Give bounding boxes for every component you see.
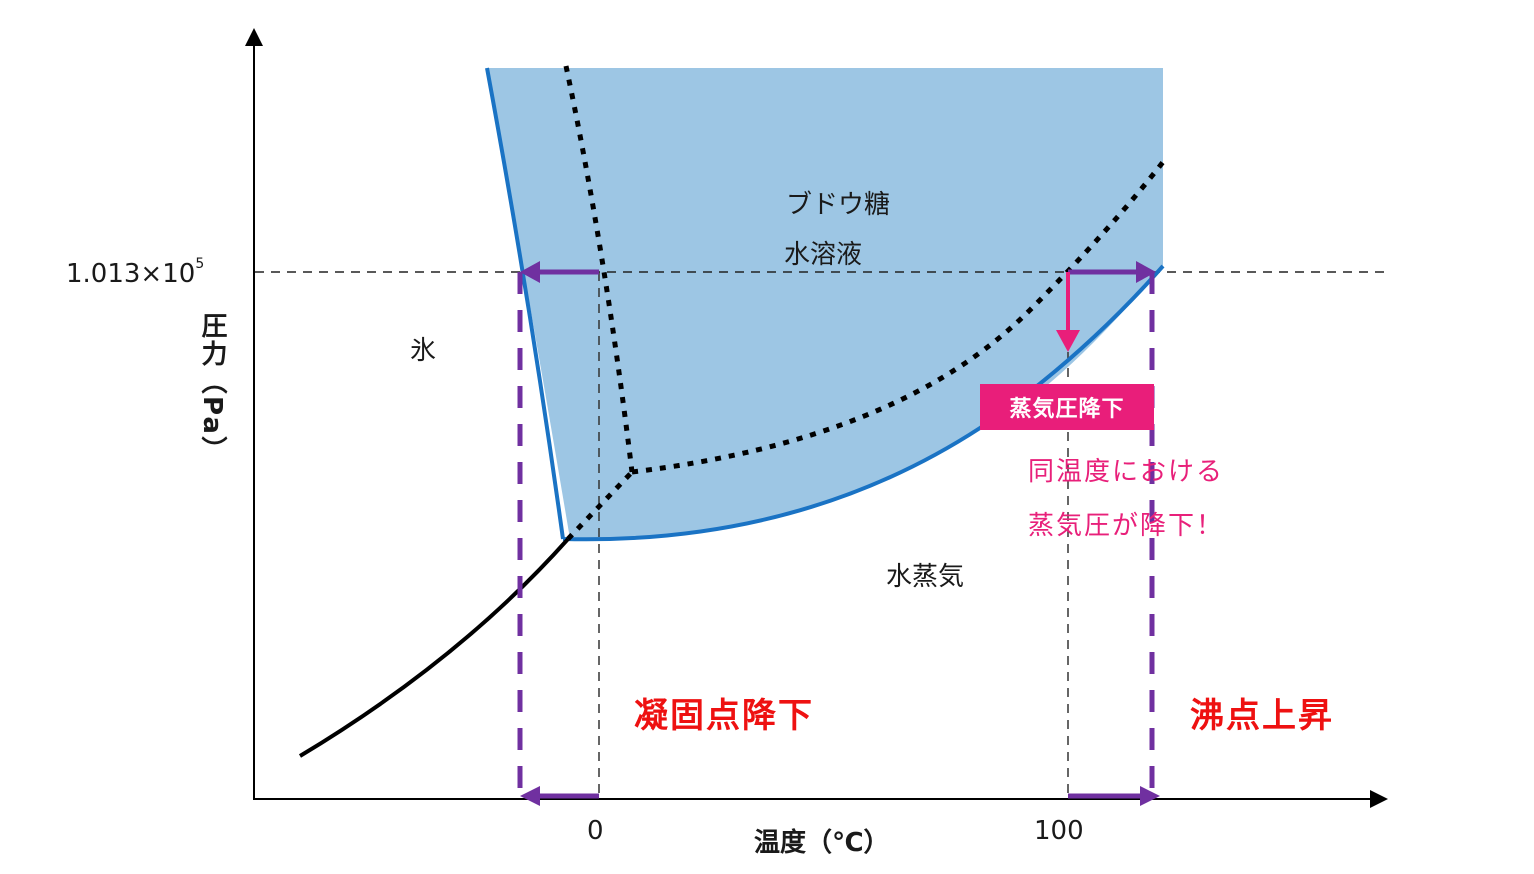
arrow-right-icon xyxy=(1140,786,1160,806)
y-axis-title: 圧力（Pa） xyxy=(197,312,227,464)
boiling-point-elevation-label: 沸点上昇 xyxy=(1190,696,1334,736)
ice-sublimation-curve xyxy=(298,537,570,758)
x-axis-title: 温度（℃） xyxy=(754,828,890,858)
y-tick-exponent: 5 xyxy=(195,256,205,272)
x-tick-100: 100 xyxy=(1034,816,1084,846)
ice-label: 氷 xyxy=(410,336,437,366)
arrow-down-icon xyxy=(1056,330,1080,352)
vapor-pressure-note-line1: 同温度における xyxy=(1028,457,1225,487)
y-tick-1atm: 1.013×105 xyxy=(66,256,204,289)
x-axis-arrow-icon xyxy=(1370,790,1388,808)
water-vapor-curve xyxy=(631,160,1165,475)
vapor-label: 水蒸気 xyxy=(886,562,965,592)
vapor-pressure-note-line2: 蒸気圧が降下！ xyxy=(1028,511,1225,541)
solution-label-line2: 水溶液 xyxy=(784,240,863,270)
water-sublimation-dotted xyxy=(566,470,634,541)
solution-label-line1: ブドウ糖 xyxy=(786,190,891,220)
vapor-pressure-drop-badge: 蒸気圧降下 xyxy=(980,384,1154,430)
solution-melting-curve xyxy=(485,67,565,540)
arrow-left-icon xyxy=(520,786,540,806)
y-tick-base: 1.013×10 xyxy=(66,259,196,289)
arrow-right-icon xyxy=(1136,261,1156,283)
x-tick-0: 0 xyxy=(587,816,604,846)
y-axis-arrow-icon xyxy=(245,28,263,46)
arrow-left-icon xyxy=(520,261,540,283)
water-melting-curve xyxy=(563,65,635,473)
freezing-point-depression-label: 凝固点降下 xyxy=(634,696,814,736)
solution-vapor-curve xyxy=(562,264,1165,542)
